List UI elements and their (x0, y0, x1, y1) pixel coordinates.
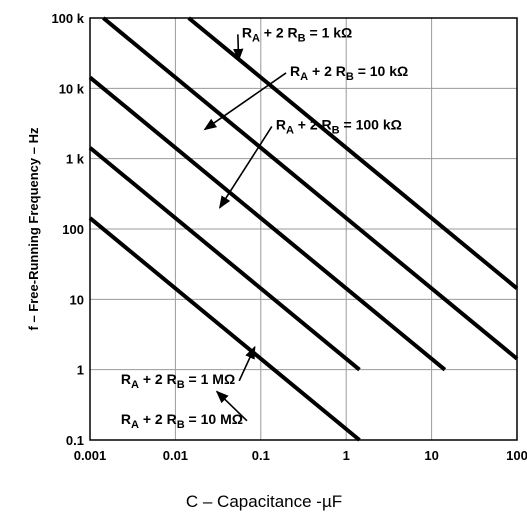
x-tick-label: 10 (424, 448, 438, 463)
series-line-3 (88, 75, 447, 372)
annotation-label-3: RA + 2 RB = 100 kΩ (276, 116, 402, 136)
y-tick-label: 0.1 (66, 433, 84, 448)
x-axis-label: C – Capacitance -µF (186, 492, 342, 511)
annotations: RA + 2 RB = 1 kΩ RA + 2 RB = 10 kΩ RA + 2 … (121, 24, 408, 430)
y-axis-label: f – Free-Running Frequency – Hz (26, 127, 41, 330)
annotation-arrow-4 (238, 345, 256, 382)
y-tick-label: 1 k (66, 152, 85, 167)
x-tick-label: 100 (506, 448, 527, 463)
series-line-4 (88, 146, 361, 372)
series-line-1 (187, 16, 519, 290)
y-tick-labels: 0.1 1 10 100 1 k 10 k 100 k (51, 11, 84, 448)
x-tick-label: 0.001 (74, 448, 107, 463)
y-tick-label: 10 k (59, 81, 85, 96)
y-tick-label: 10 (70, 292, 84, 307)
y-tick-label: 1 (77, 363, 84, 378)
annotation-arrow-5 (215, 390, 248, 422)
x-tick-label: 1 (343, 448, 350, 463)
series-line-5 (88, 216, 361, 442)
x-tick-labels: 0.001 0.01 0.1 1 10 100 (74, 448, 527, 463)
annotation-label-5: RA + 2 RB = 10 MΩ (121, 411, 243, 431)
y-tick-label: 100 (62, 222, 84, 237)
annotation-label-1: RA + 2 RB = 1 kΩ (242, 24, 352, 44)
annotation-arrow-3 (218, 126, 273, 209)
annotation-arrow-2 (203, 72, 287, 131)
annotation-arrow-1 (233, 34, 244, 62)
plot-frame (89, 17, 518, 441)
x-tick-label: 0.01 (163, 448, 188, 463)
annotation-label-2: RA + 2 RB = 10 kΩ (290, 63, 408, 83)
series-lines (88, 16, 519, 442)
y-tick-label: 100 k (51, 11, 84, 26)
series-line-2 (101, 16, 519, 361)
x-tick-label: 0.1 (252, 448, 270, 463)
annotation-label-4: RA + 2 RB = 1 MΩ (121, 371, 235, 391)
